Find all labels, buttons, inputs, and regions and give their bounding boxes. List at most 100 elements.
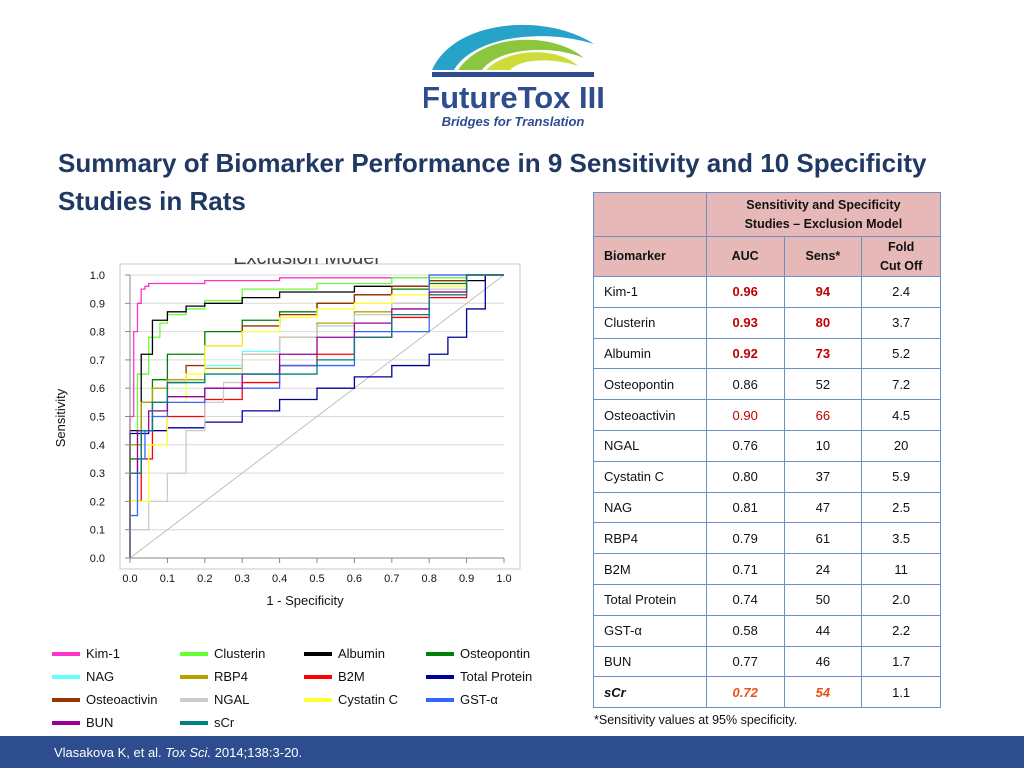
table-row: Osteopontin 0.86 52 7.2 [593,368,941,401]
cell-sens: 80 [783,306,863,339]
y-tick-label: 0.4 [90,440,105,452]
legend-swatch [426,675,454,679]
cell-fold: 1.1 [861,676,941,709]
cell-biomarker: Albumin [593,337,707,370]
legend-swatch [304,652,332,656]
citation-journal: Tox Sci. [165,745,212,760]
cell-sens: 37 [783,460,863,493]
legend-label: BUN [86,715,114,730]
cell-fold: 3.7 [861,306,941,339]
footnote: *Sensitivity values at 95% specificity. [594,713,798,727]
legend-label: Clusterin [214,646,266,661]
table-row: Total Protein 0.74 50 2.0 [593,583,941,616]
legend-label: RBP4 [214,669,248,684]
table-row: Cystatin C 0.80 37 5.9 [593,460,941,493]
x-tick-label: 1.0 [496,573,511,585]
table-row: RBP4 0.79 61 3.5 [593,522,941,555]
citation-authors: Vlasakova K, et al. [54,745,162,760]
header-biomarker: Biomarker [593,236,707,277]
table-column-header-row: Biomarker AUC Sens* Fold Cut Off [593,236,941,277]
chart-title: Exclusion Model [233,258,379,269]
cell-auc: 0.72 [705,676,785,709]
legend-label: Kim-1 [86,646,120,661]
roc-chart-svg: Exclusion Model 0.0 0.1 0.2 0.3 0.4 0.5 0.6 0.7… [53,258,521,608]
chart-legend: Kim-1 Clusterin Albumin Osteopontin NAG RBP4 B… [52,644,572,736]
cell-sens: 73 [783,337,863,370]
cell-auc: 0.58 [705,614,785,647]
legend-swatch [52,652,80,656]
cell-biomarker: NAG [593,491,707,524]
table-row: NAG 0.81 47 2.5 [593,491,941,524]
page-title: Summary of Biomarker Performance in 9 Se… [58,148,927,216]
cell-fold: 2.5 [861,491,941,524]
cell-auc: 0.81 [705,491,785,524]
biomarker-table: Sensitivity and Specificity Studies – Ex… [593,192,942,709]
cell-sens: 47 [783,491,863,524]
table-row: Albumin 0.92 73 5.2 [593,337,941,370]
header-fold-line2: Cut Off [879,258,923,273]
x-tick-label: 0.1 [160,573,175,585]
legend-label: GST-α [460,692,498,707]
legend-label: Cystatin C [338,692,398,707]
cell-auc: 0.76 [705,429,785,462]
y-tick-labels: 0.0 0.1 0.2 0.3 0.4 0.5 0.6 0.7 0.8 0.9 1.0 [90,270,105,565]
x-tick-label: 0.3 [235,573,250,585]
x-tick-label: 0.9 [459,573,474,585]
group-header-line2: Studies – Exclusion Model [744,216,903,231]
cell-auc: 0.77 [705,645,785,678]
legend-swatch [52,698,80,702]
cell-biomarker: Clusterin [593,306,707,339]
cell-biomarker: Kim-1 [593,276,707,308]
cell-fold: 2.0 [861,583,941,616]
table-header-blank [593,192,707,237]
x-tick-label: 0.8 [422,573,437,585]
legend-swatch [180,721,208,725]
logo-tagline: Bridges for Translation [442,114,585,129]
legend-label: B2M [338,669,365,684]
legend-label: sCr [214,715,235,730]
table-group-header: Sensitivity and Specificity Studies – Ex… [705,192,942,237]
logo-name: FutureTox III [424,80,604,115]
cell-fold: 1.7 [861,645,941,678]
roc-chart: Exclusion Model 0.0 0.1 0.2 0.3 0.4 0.5 0.6 0.7… [40,258,530,618]
header-auc: AUC [705,236,785,277]
cell-auc: 0.93 [705,306,785,339]
cell-sens: 10 [783,429,863,462]
legend-label: NGAL [214,692,250,707]
legend-label: Albumin [338,646,385,661]
cell-fold: 2.2 [861,614,941,647]
legend-label: Osteoactivin [86,692,158,707]
series-lines [129,274,504,558]
series-line [129,274,504,558]
cell-biomarker: GST-α [593,614,707,647]
group-header-line1: Sensitivity and Specificity [746,197,901,212]
cell-biomarker: Osteoactivin [593,399,707,431]
y-tick-label: 0.2 [90,496,105,508]
y-tick-label: 0.7 [90,355,105,367]
futuretox-logo: FutureTox III Bridges for Translation [421,18,605,134]
footer-bar: Vlasakova K, et al. Tox Sci. 2014;138:3-… [0,736,1024,768]
legend-label: Osteopontin [460,646,531,661]
table-row: BUN 0.77 46 1.7 [593,645,941,678]
x-axis-label: 1 - Specificity [266,593,344,608]
x-tick-label: 0.6 [347,573,362,585]
cell-fold: 11 [861,553,941,585]
cell-biomarker: B2M [593,553,707,585]
legend-swatch [426,652,454,656]
cell-sens: 52 [783,368,863,401]
cell-auc: 0.96 [705,276,785,308]
cell-sens: 66 [783,399,863,431]
cell-sens: 94 [783,276,863,308]
header-sens: Sens* [783,236,863,277]
cell-biomarker: RBP4 [593,522,707,555]
reference-diagonal [129,274,505,559]
header-fold-line1: Fold [887,239,915,254]
legend-label: NAG [86,669,115,684]
cell-sens: 50 [783,583,863,616]
y-tick-label: 0.8 [90,327,105,339]
header-fold: Fold Cut Off [861,236,941,277]
table-row: GST-α 0.58 44 2.2 [593,614,941,647]
x-tick-label: 0.0 [122,573,137,585]
x-tick-label: 0.2 [197,573,212,585]
legend-swatch [426,698,454,702]
